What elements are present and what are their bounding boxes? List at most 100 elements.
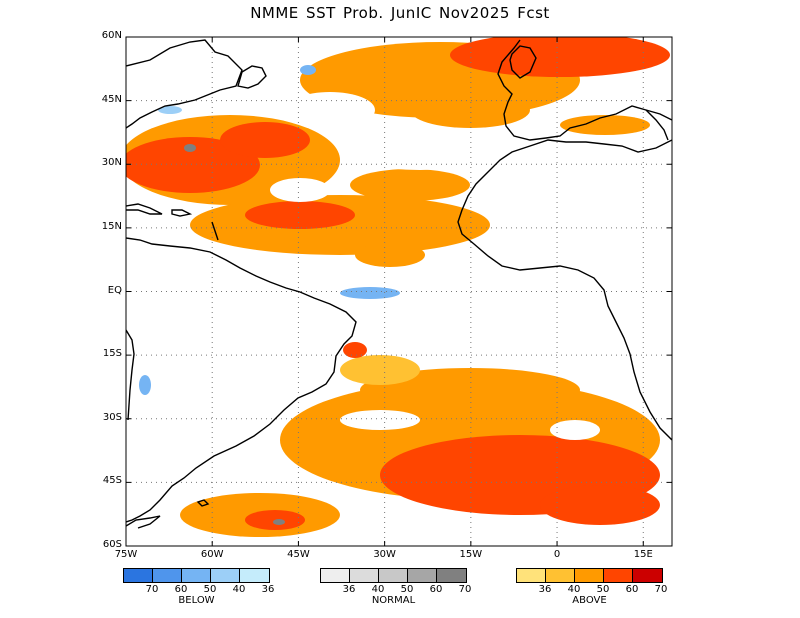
legend-tick-label: 36: [538, 584, 552, 595]
probability-patch: [126, 137, 260, 193]
probability-patch: [184, 144, 196, 152]
legend-tick-label: 60: [625, 584, 639, 595]
lon-label: 45W: [287, 549, 310, 560]
probability-patch: [355, 243, 425, 267]
legend-tick-label: 50: [596, 584, 610, 595]
probability-patch: [560, 115, 650, 135]
coast-europe: [497, 39, 672, 141]
legend-tick-label: 36: [342, 584, 356, 595]
legend-above-label: ABOVE: [572, 595, 607, 606]
legend-tick-label: 70: [458, 584, 472, 595]
probability-patch: [139, 375, 151, 395]
graticule: [126, 37, 672, 546]
probability-shading: [126, 37, 670, 537]
no-signal-patch: [285, 92, 375, 128]
legend-tick-label: 60: [429, 584, 443, 595]
no-signal-patch: [340, 410, 420, 430]
legend-tick-label: 40: [567, 584, 581, 595]
coast-south-america-west: [126, 329, 135, 421]
lon-label: 30W: [373, 549, 396, 560]
probability-patch: [360, 368, 580, 412]
coast-falklands: [196, 499, 210, 507]
coast-british-isles: [509, 45, 537, 79]
axis-ticks: [125, 36, 672, 547]
lon-label: 0: [553, 549, 561, 560]
probability-patch: [300, 65, 316, 75]
lon-label: 75W: [114, 549, 138, 560]
probability-patch: [343, 342, 367, 358]
legend-below: 70 60 50 40 36 BELOW: [123, 568, 275, 606]
legend-tick-label: 50: [400, 584, 414, 595]
legend-swatch: [182, 569, 211, 582]
legend-below-swatches: [123, 568, 270, 583]
legend-above-ticks: 36 40 50 60 70: [516, 583, 668, 595]
lon-label: 15W: [459, 549, 483, 560]
no-signal-patch: [200, 462, 260, 478]
probability-patch: [190, 195, 490, 255]
legend-swatch: [408, 569, 437, 582]
legend-swatch: [604, 569, 633, 582]
probability-patch: [158, 106, 182, 114]
legend-below-ticks: 70 60 50 40 36: [123, 583, 275, 595]
probability-patch: [540, 485, 660, 525]
legend-tick-label: 40: [232, 584, 246, 595]
lat-label: 30N: [101, 157, 122, 169]
legend-swatch: [153, 569, 182, 582]
probability-patch: [350, 169, 470, 201]
legend-tick-label: 36: [261, 584, 275, 595]
legend-swatch: [379, 569, 408, 582]
coast-hispaniola: [171, 209, 193, 217]
legend-swatch: [124, 569, 153, 582]
legend-above-swatches: [516, 568, 663, 583]
lat-label: 60S: [102, 539, 122, 550]
no-signal-patch: [370, 150, 470, 170]
legend-normal-ticks: 36 40 50 60 70: [320, 583, 472, 595]
coast-tierra-del-fuego: [126, 515, 161, 529]
coastlines: [126, 39, 672, 529]
lat-label: 45N: [101, 93, 122, 105]
lat-label: 45S: [102, 475, 122, 487]
probability-patch: [340, 355, 420, 385]
lat-label: 60N: [101, 30, 122, 41]
map-title: NMME SST Prob. JunIC Nov2025 Fcst: [250, 4, 550, 22]
legend-tick-label: 40: [371, 584, 385, 595]
coast-newfoundland: [237, 65, 267, 89]
lat-label: 15N: [101, 220, 122, 232]
legend-swatch: [437, 569, 466, 582]
legend-below-label: BELOW: [178, 595, 215, 606]
coast-north-america: [126, 39, 243, 129]
coast-italy: [645, 109, 669, 141]
probability-patch: [245, 201, 355, 229]
legend-normal-label: NORMAL: [371, 595, 416, 606]
no-signal-patch: [270, 178, 330, 202]
no-signal-patch: [550, 420, 600, 440]
legend-swatch: [633, 569, 662, 582]
legend-above: 36 40 50 60 70 ABOVE: [516, 568, 668, 606]
legend-swatch: [546, 569, 575, 582]
lat-label: 30S: [102, 411, 122, 423]
legend-tick-label: 60: [174, 584, 188, 595]
legend-swatch: [575, 569, 604, 582]
legend-swatch: [240, 569, 269, 582]
legend-normal: 36 40 50 60 70 NORMAL: [320, 568, 472, 606]
legend-swatch: [211, 569, 240, 582]
probability-patch: [273, 519, 285, 525]
lon-label: 60W: [200, 549, 224, 560]
probability-patch: [410, 92, 530, 128]
coast-africa: [457, 139, 672, 441]
legend-normal-swatches: [320, 568, 467, 583]
probability-patch: [450, 37, 670, 77]
legend-swatch: [321, 569, 350, 582]
legend-tick-label: 70: [654, 584, 668, 595]
probability-patch: [340, 287, 400, 299]
legend-tick-label: 70: [145, 584, 159, 595]
coast-south-america-north: [126, 237, 357, 523]
legend-tick-label: 50: [203, 584, 217, 595]
coast-cuba: [126, 203, 163, 215]
lat-label: 15S: [102, 348, 122, 360]
legend-swatch: [517, 569, 546, 582]
lon-label: 15E: [633, 549, 653, 560]
coast-lesser-antilles: [211, 221, 219, 241]
probability-patch: [220, 122, 310, 158]
